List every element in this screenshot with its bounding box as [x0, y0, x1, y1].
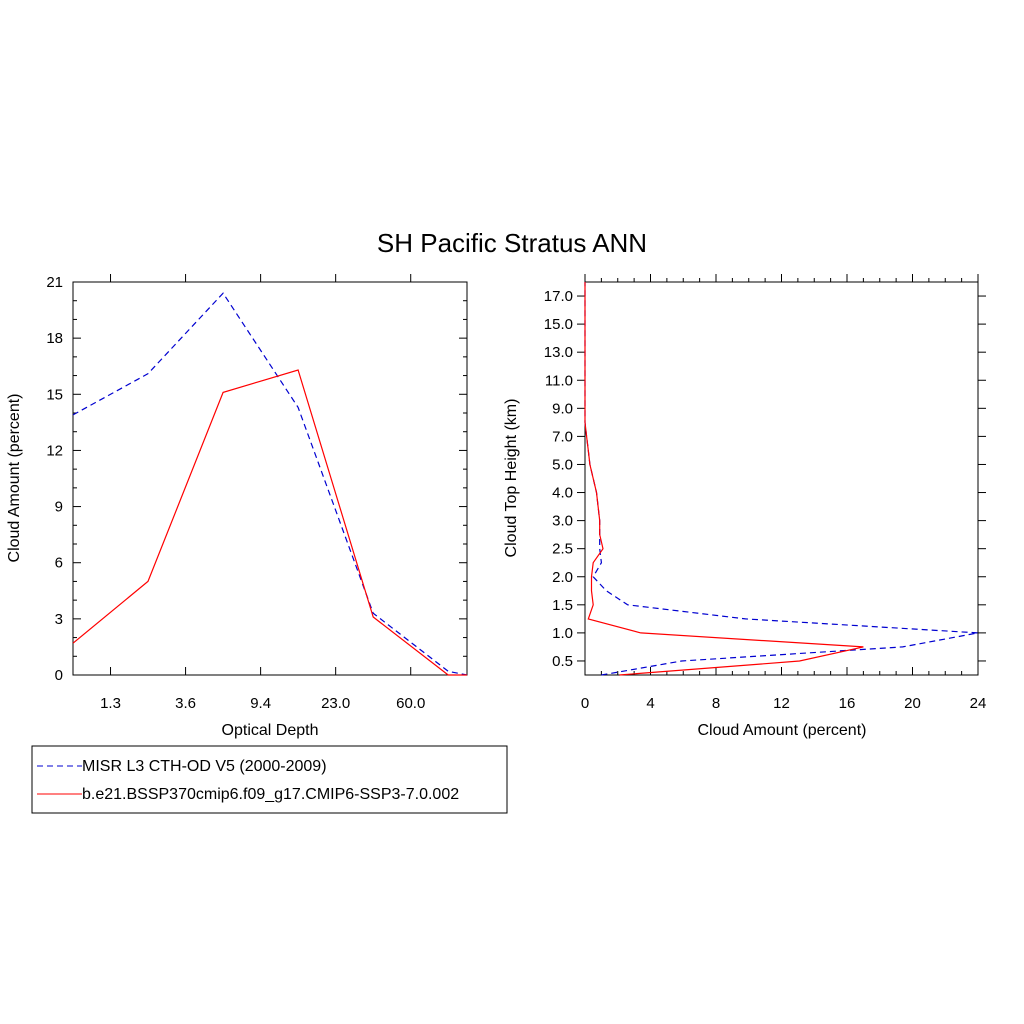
right-y-tick-label: 15.0 — [544, 316, 573, 333]
right-y-tick-label: 0.5 — [552, 653, 573, 670]
left-x-tick-label: 3.6 — [175, 695, 196, 712]
right-y-tick-label: 7.0 — [552, 428, 573, 445]
right-series-obs-line — [584, 282, 979, 676]
right-axis-ticks: 0 4 8 12 16 20 24 0.5 1.0 1.5 2.0 2.5 3.0 4.0 5.0 7.0 9.… — [544, 274, 987, 712]
chart-title: SH Pacific Stratus ANN — [377, 228, 647, 258]
cloud-height-panel: 0 4 8 12 16 20 24 0.5 1.0 1.5 2.0 2.5 3.0 4.0 5.0 7.0 9.… — [503, 274, 986, 739]
right-x-tick-label: 0 — [581, 695, 589, 712]
left-y-tick-label: 9 — [55, 499, 63, 516]
left-y-tick-label: 21 — [46, 274, 63, 291]
legend-box — [31, 745, 508, 814]
left-x-tick-label: 1.3 — [100, 695, 121, 712]
right-x-axis-label: Cloud Amount (percent) — [698, 722, 867, 739]
right-y-tick-label: 13.0 — [544, 344, 573, 361]
right-y-tick-label: 11.0 — [545, 372, 573, 389]
right-y-tick-label: 9.0 — [552, 400, 573, 417]
right-y-tick-label: 1.5 — [552, 597, 573, 614]
left-x-tick-label: 60.0 — [396, 695, 425, 712]
left-y-tick-label: 3 — [55, 611, 63, 628]
right-y-tick-label: 3.0 — [552, 513, 573, 530]
left-y-tick-label: 15 — [46, 386, 63, 403]
optical-depth-panel: 0 3 6 9 12 15 18 21 1.3 3.6 9.4 23.0 60.0 Optical De… — [6, 274, 468, 739]
right-x-tick-label: 4 — [646, 695, 654, 712]
right-series-lines — [584, 282, 979, 676]
right-y-axis-label: Cloud Top Height (km) — [503, 399, 520, 558]
right-y-tick-label: 1.0 — [552, 625, 573, 642]
legend-label-obs: MISR L3 CTH-OD V5 (2000-2009) — [82, 758, 327, 775]
left-x-tick-label: 9.4 — [250, 695, 271, 712]
right-y-tick-label: 5.0 — [552, 456, 573, 473]
left-y-tick-label: 12 — [46, 442, 63, 459]
left-y-tick-label: 0 — [55, 667, 63, 684]
right-y-tick-label: 17.0 — [544, 288, 573, 305]
right-y-tick-label: 2.0 — [552, 569, 573, 586]
left-axis-ticks: 0 3 6 9 12 15 18 21 1.3 3.6 9.4 23.0 60.0 — [46, 274, 467, 712]
right-series-model-line — [584, 282, 864, 676]
plot-frame-left — [72, 281, 468, 676]
plot-frame-right — [584, 281, 979, 676]
right-x-tick-label: 12 — [773, 695, 790, 712]
right-x-tick-label: 20 — [904, 695, 921, 712]
right-y-tick-label: 4.0 — [552, 485, 573, 502]
legend: MISR L3 CTH-OD V5 (2000-2009) b.e21.BSSP… — [31, 745, 508, 814]
left-series-model-line — [72, 369, 467, 676]
right-x-tick-label: 24 — [970, 695, 987, 712]
left-y-tick-label: 18 — [46, 330, 63, 347]
left-y-tick-label: 6 — [55, 555, 63, 572]
right-x-tick-label: 8 — [712, 695, 720, 712]
left-y-axis-label: Cloud Amount (percent) — [6, 394, 23, 563]
legend-label-model: b.e21.BSSP370cmip6.f09_g17.CMIP6-SSP3-7.… — [82, 786, 459, 803]
right-y-tick-label: 2.5 — [552, 541, 573, 558]
right-x-tick-label: 16 — [839, 695, 856, 712]
left-x-tick-label: 23.0 — [321, 695, 350, 712]
left-x-axis-label: Optical Depth — [222, 722, 319, 739]
left-series-obs-line — [72, 292, 468, 676]
left-series-lines — [72, 292, 468, 676]
